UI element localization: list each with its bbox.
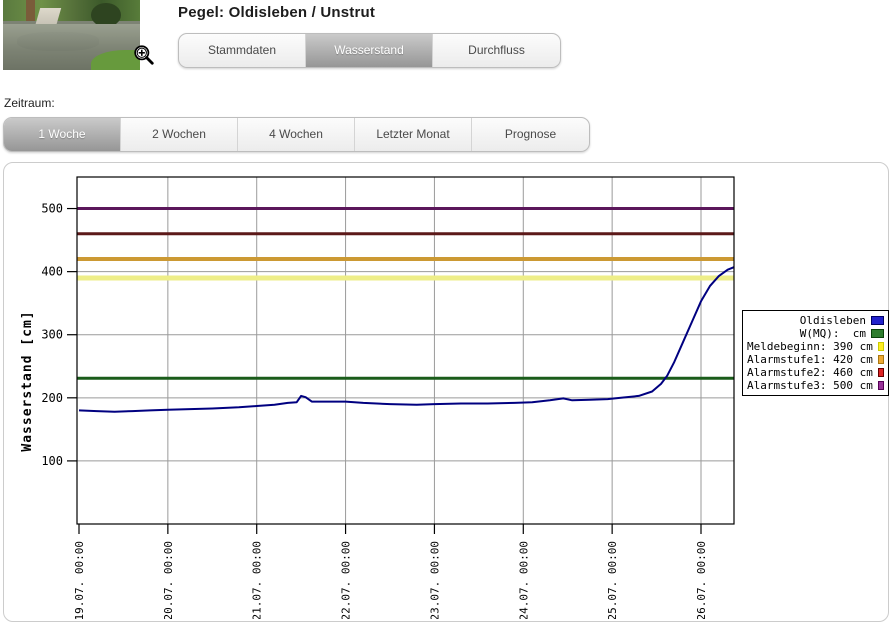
- legend-entry-label: W(MQ): cm: [799, 327, 866, 340]
- tab-2-wochen[interactable]: 2 Wochen: [121, 118, 238, 151]
- tab-4-wochen[interactable]: 4 Wochen: [238, 118, 355, 151]
- svg-text:23.07. 00:00: 23.07. 00:00: [428, 541, 441, 619]
- svg-text:20.07. 00:00: 20.07. 00:00: [162, 541, 175, 619]
- svg-text:25.07. 00:00: 25.07. 00:00: [606, 541, 619, 619]
- legend-entry: Meldebeginn: 390 cm: [747, 340, 884, 353]
- tab-letzter-monat[interactable]: Letzter Monat: [355, 118, 472, 151]
- legend-entry: Alarmstufe1: 420 cm: [747, 353, 884, 366]
- tab-wasserstand[interactable]: Wasserstand: [306, 34, 433, 67]
- legend-color-swatch: [877, 342, 884, 351]
- legend-entry: W(MQ): cm: [747, 327, 884, 340]
- legend-entry-label: Alarmstufe2: 460 cm: [747, 366, 873, 379]
- svg-text:400: 400: [41, 265, 63, 279]
- page-title: Pegel: Oldisleben / Unstrut: [178, 4, 376, 21]
- svg-text:19.07. 00:00: 19.07. 00:00: [73, 541, 86, 619]
- gauge-photo-image: [3, 0, 140, 70]
- zeitraum-label: Zeitraum:: [4, 96, 55, 110]
- tab-stammdaten[interactable]: Stammdaten: [179, 34, 306, 67]
- legend-color-swatch: [871, 316, 884, 325]
- svg-text:Wasserstand [cm]: Wasserstand [cm]: [20, 310, 35, 451]
- legend-entry-label: Alarmstufe1: 420 cm: [747, 353, 873, 366]
- legend-entry-label: Meldebeginn: 390 cm: [747, 340, 873, 353]
- water-level-chart: 100 200 300 400 500 19.07. 00:00 20.07. 00:00 2…: [20, 176, 735, 619]
- svg-text:24.07. 00:00: 24.07. 00:00: [517, 541, 530, 619]
- legend-color-swatch: [877, 381, 884, 390]
- svg-text:26.07. 00:00: 26.07. 00:00: [695, 541, 708, 619]
- photo-tree-trunk: [26, 0, 35, 21]
- photo-water-reflection: [16, 31, 99, 52]
- legend-entry-label: Alarmstufe3: 500 cm: [747, 379, 873, 392]
- detail-tabs: Stammdaten Wasserstand Durchfluss: [178, 33, 561, 68]
- zeitraum-tabs: 1 Woche 2 Wochen 4 Wochen Letzter Monat …: [3, 117, 590, 152]
- legend-entry: Alarmstufe3: 500 cm: [747, 379, 884, 392]
- chart-panel: 100 200 300 400 500 19.07. 00:00 20.07. 00:00 2…: [3, 162, 889, 622]
- svg-text:500: 500: [41, 202, 63, 216]
- tab-1-woche[interactable]: 1 Woche: [4, 118, 121, 151]
- svg-text:22.07. 00:00: 22.07. 00:00: [340, 541, 353, 619]
- tab-durchfluss[interactable]: Durchfluss: [468, 43, 525, 57]
- svg-text:21.07. 00:00: 21.07. 00:00: [251, 541, 264, 619]
- chart-legend: Oldisleben W(MQ): cm Meldebeginn: 390 cm Al…: [742, 310, 889, 396]
- legend-entry-label: Oldisleben: [799, 314, 866, 327]
- svg-text:200: 200: [41, 391, 63, 405]
- tab-prognose[interactable]: Prognose: [504, 127, 557, 141]
- magnifier-zoom-icon[interactable]: [133, 44, 155, 66]
- svg-text:300: 300: [41, 328, 63, 342]
- legend-entry: Alarmstufe2: 460 cm: [747, 366, 884, 379]
- legend-color-swatch: [871, 329, 884, 338]
- legend-color-swatch: [877, 368, 884, 377]
- gauge-photo[interactable]: [3, 0, 154, 70]
- svg-text:100: 100: [41, 454, 63, 468]
- legend-entry: Oldisleben: [747, 314, 884, 327]
- legend-color-swatch: [877, 355, 884, 364]
- photo-grass-bank: [90, 50, 140, 70]
- photo-bush: [90, 2, 121, 27]
